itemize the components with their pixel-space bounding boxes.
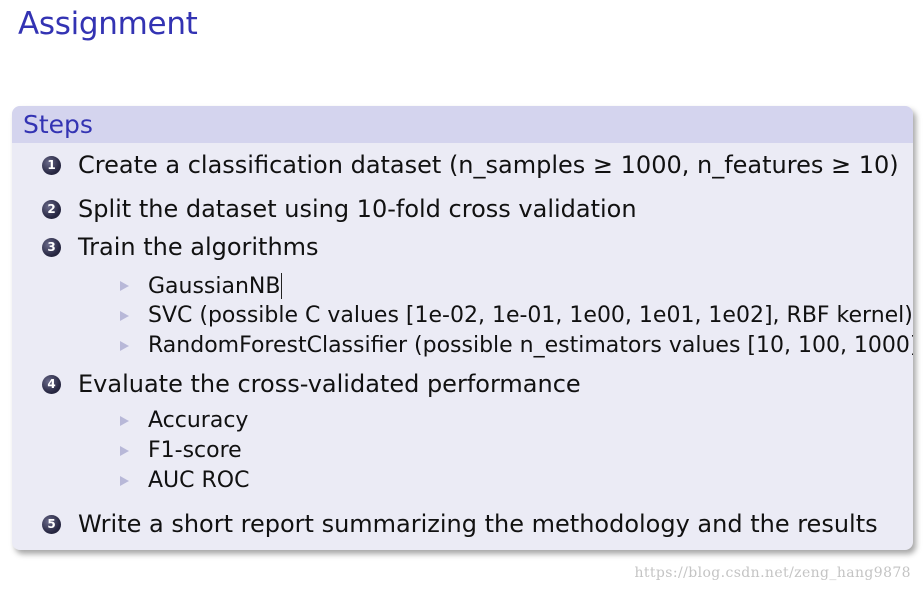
sub-item-text: SVC (possible C values [1e-02, 1e-01, 1e… bbox=[148, 303, 913, 328]
step-text: Create a classification dataset (n_sampl… bbox=[78, 151, 899, 179]
step-number-badge: 2 bbox=[42, 199, 61, 219]
step-item-4: 4 Evaluate the cross-validated performan… bbox=[42, 370, 581, 398]
bullet-arrow-icon bbox=[120, 340, 129, 351]
step-item-1: 1 Create a classification dataset (n_sam… bbox=[42, 151, 899, 179]
step-text: Evaluate the cross-validated performance bbox=[78, 370, 581, 398]
step-text: Write a short report summarizing the met… bbox=[78, 510, 878, 538]
sub-item-randomforest: RandomForestClassifier (possible n_estim… bbox=[120, 333, 913, 358]
steps-block: Steps 1 Create a classification dataset … bbox=[12, 106, 913, 550]
bullet-arrow-icon bbox=[120, 475, 129, 486]
bullet-arrow-icon bbox=[120, 310, 129, 321]
sub-item-svc: SVC (possible C values [1e-02, 1e-01, 1e… bbox=[120, 303, 913, 328]
step-text: Train the algorithms bbox=[78, 233, 319, 261]
sub-item-text: F1-score bbox=[148, 438, 242, 463]
text-cursor-icon bbox=[281, 273, 283, 299]
sub-item-text: GaussianNB bbox=[148, 273, 281, 299]
bullet-arrow-icon bbox=[120, 281, 129, 291]
step-text: Split the dataset using 10-fold cross va… bbox=[78, 195, 637, 223]
step-number-badge: 1 bbox=[42, 155, 61, 175]
bullet-arrow-icon bbox=[120, 445, 129, 456]
step-item-3: 3 Train the algorithms bbox=[42, 233, 319, 261]
bullet-arrow-icon bbox=[120, 415, 129, 426]
sub-item-auc-roc: AUC ROC bbox=[120, 468, 249, 493]
sub-item-accuracy: Accuracy bbox=[120, 408, 248, 433]
sub-item-gaussiannb: GaussianNB bbox=[120, 273, 283, 299]
step-item-5: 5 Write a short report summarizing the m… bbox=[42, 510, 878, 538]
step-number-badge: 5 bbox=[42, 514, 61, 534]
sub-item-text: RandomForestClassifier (possible n_estim… bbox=[148, 333, 913, 358]
sub-item-text: AUC ROC bbox=[148, 468, 250, 493]
block-header: Steps bbox=[12, 106, 913, 143]
step-number-badge: 4 bbox=[42, 374, 61, 394]
sub-item-text: Accuracy bbox=[148, 408, 249, 433]
sub-item-f1: F1-score bbox=[120, 438, 242, 463]
step-number-badge: 3 bbox=[42, 237, 61, 257]
step-item-2: 2 Split the dataset using 10-fold cross … bbox=[42, 195, 637, 223]
watermark-url: https://blog.csdn.net/zeng_hang9878 bbox=[634, 565, 911, 581]
slide-title: Assignment bbox=[18, 6, 198, 42]
